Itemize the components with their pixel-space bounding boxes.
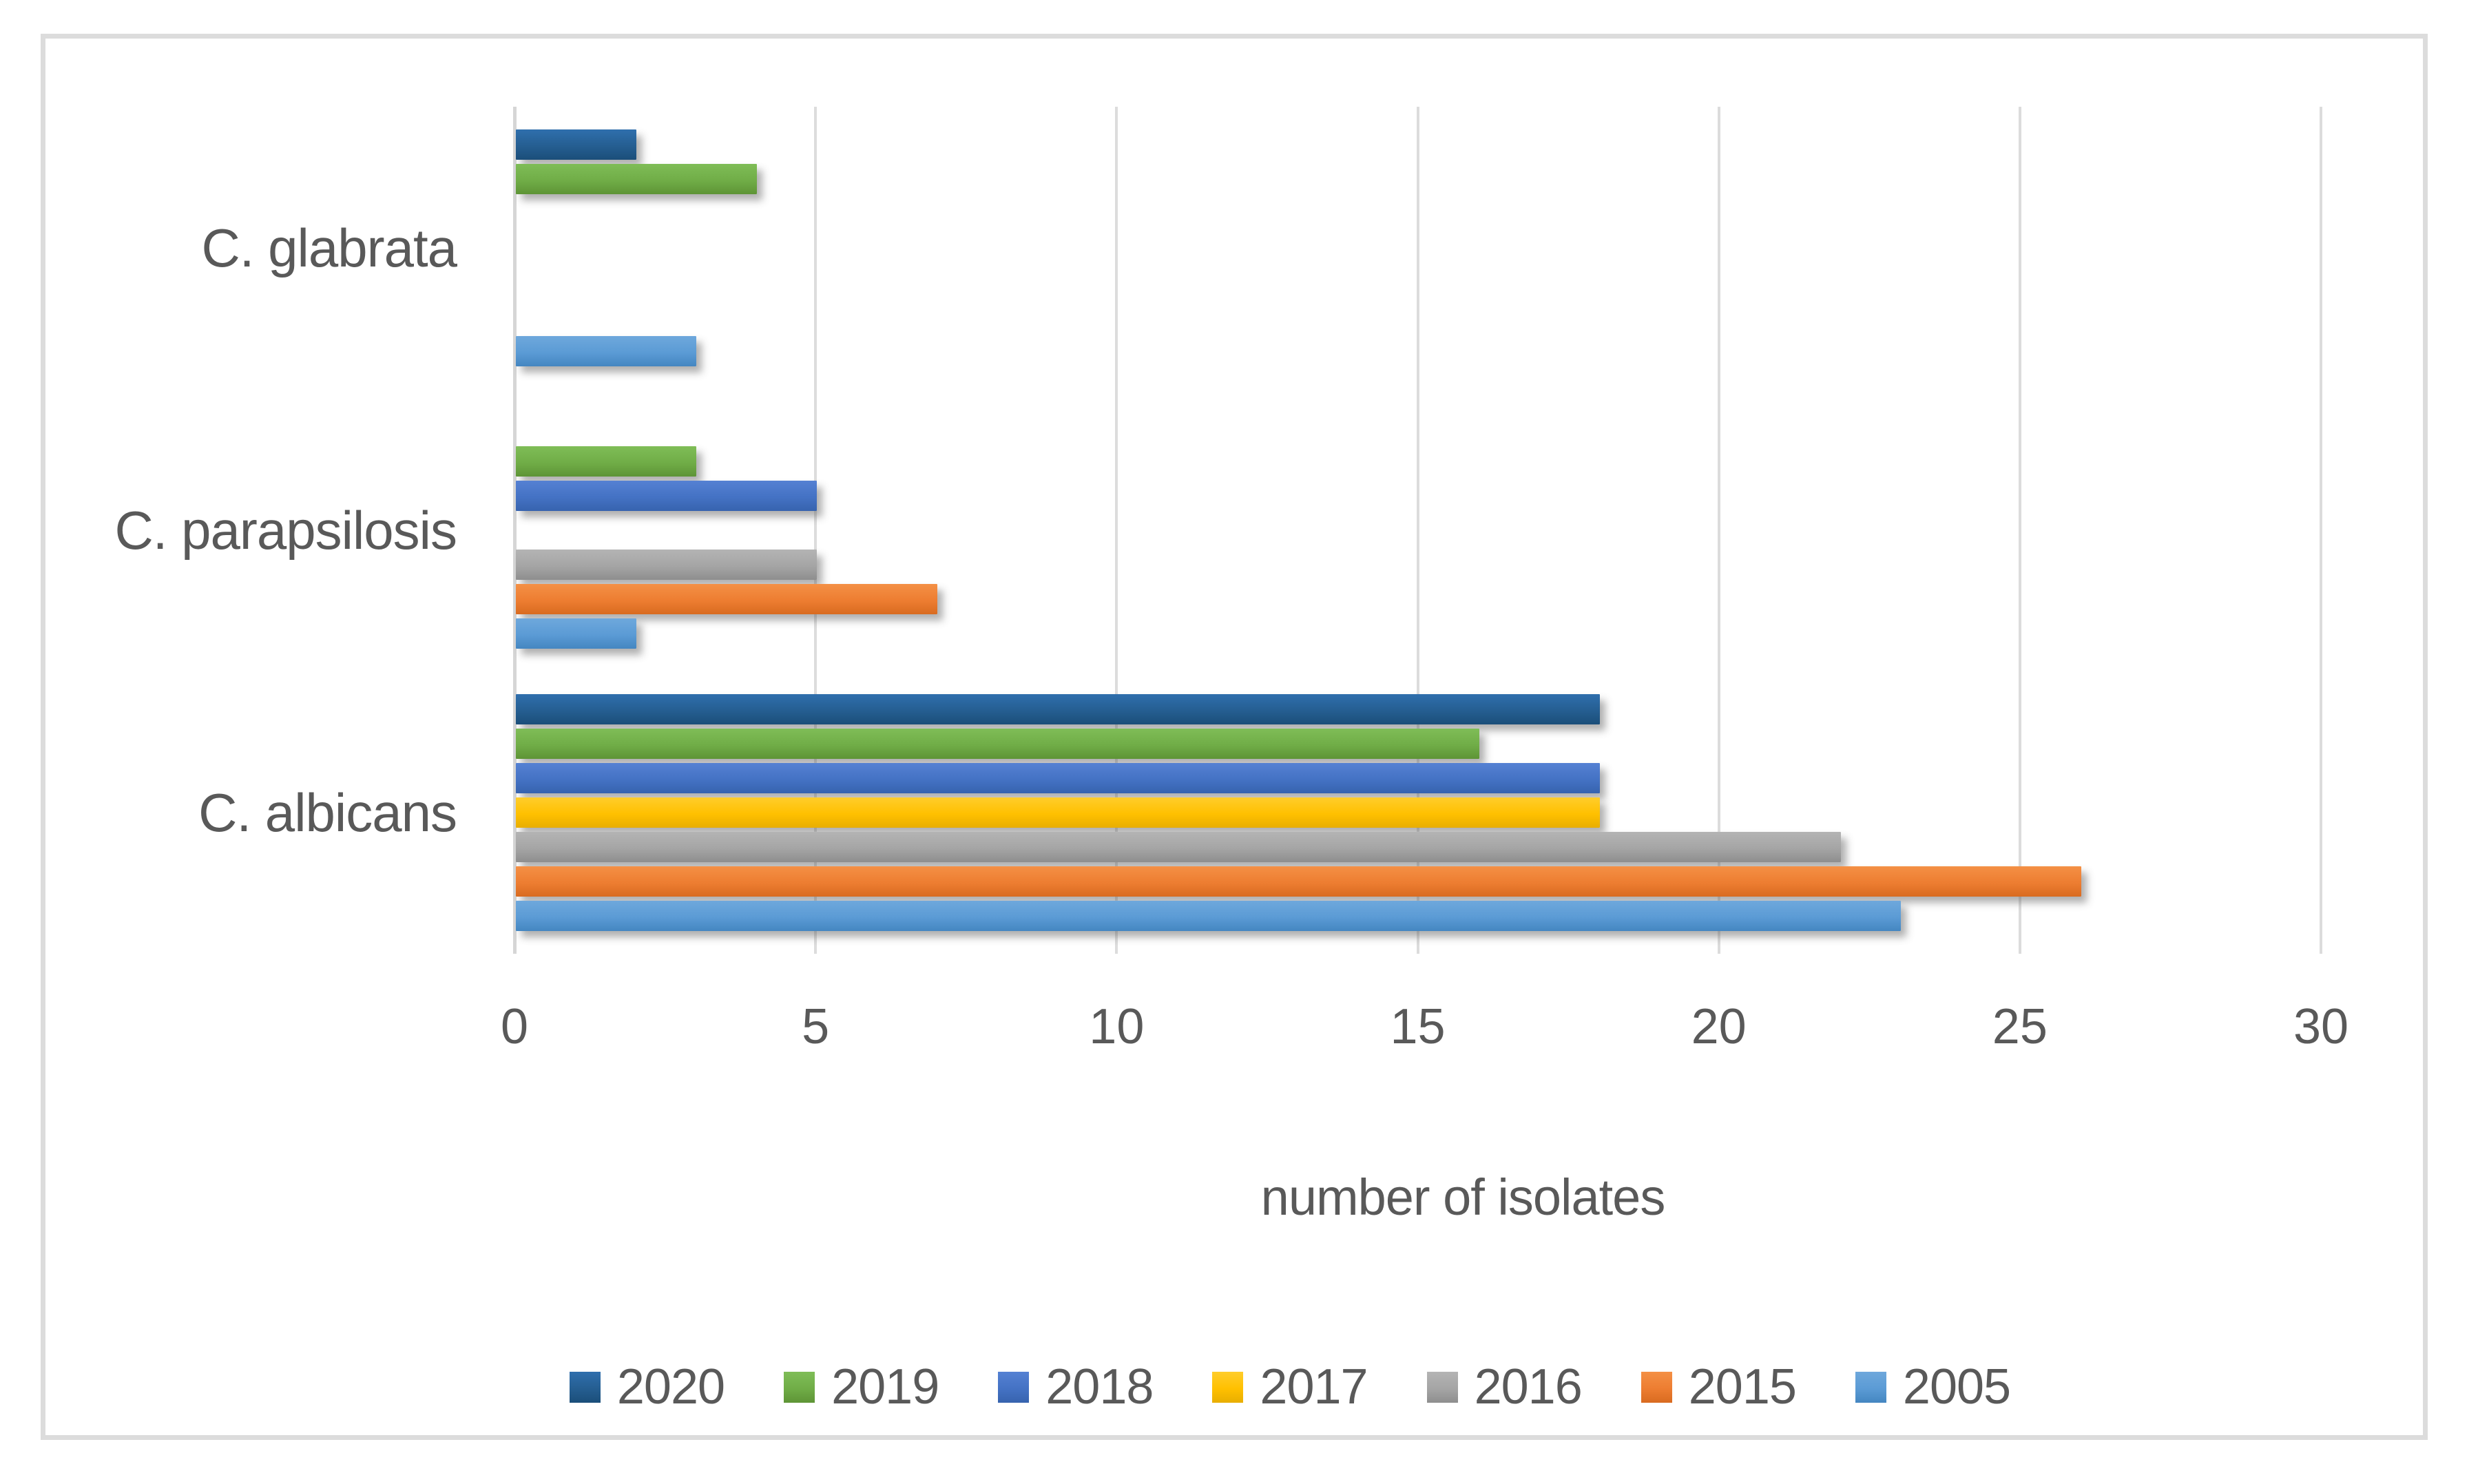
bar-c-glabrata-2020 bbox=[516, 129, 636, 160]
legend-label-2017: 2017 bbox=[1260, 1359, 1368, 1414]
x-tick-label-30: 30 bbox=[2293, 999, 2349, 1054]
bar-c-parapsilosis-2019 bbox=[516, 446, 697, 477]
gridline-10 bbox=[1115, 107, 1118, 954]
legend-item-2015: 2015 bbox=[1641, 1359, 1797, 1414]
legend-label-2016: 2016 bbox=[1474, 1359, 1583, 1414]
legend-label-2020: 2020 bbox=[616, 1359, 725, 1414]
legend-swatch-2016 bbox=[1426, 1371, 1458, 1403]
x-tick-label-0: 0 bbox=[500, 999, 529, 1054]
bar-c-albicans-2018 bbox=[516, 763, 1600, 793]
bar-c-glabrata-2005 bbox=[516, 336, 697, 366]
legend-item-2019: 2019 bbox=[784, 1359, 939, 1414]
category-label-c-parapsilosis: C. parapsilosis bbox=[114, 500, 457, 561]
bar-c-glabrata-2019 bbox=[516, 164, 757, 194]
bar-c-parapsilosis-2015 bbox=[516, 584, 938, 614]
bar-c-parapsilosis-2016 bbox=[516, 550, 817, 580]
gridline-20 bbox=[1717, 107, 1720, 954]
x-tick-label-5: 5 bbox=[802, 999, 830, 1054]
bar-c-albicans-2015 bbox=[516, 866, 2082, 897]
bar-c-parapsilosis-2018 bbox=[516, 481, 817, 511]
legend-swatch-2017 bbox=[1212, 1371, 1244, 1403]
legend-label-2018: 2018 bbox=[1045, 1359, 1154, 1414]
bar-c-albicans-2017 bbox=[516, 797, 1600, 828]
legend-swatch-2018 bbox=[998, 1371, 1030, 1403]
legend-swatch-2020 bbox=[569, 1371, 601, 1403]
category-axis-line bbox=[513, 107, 517, 954]
legend-label-2015: 2015 bbox=[1688, 1359, 1797, 1414]
chart-frame: C. glabrata C. parapsilosis C. albicans 0 5… bbox=[41, 34, 2428, 1440]
gridline-15 bbox=[1416, 107, 1419, 954]
bar-c-albicans-2019 bbox=[516, 729, 1479, 759]
gridline-30 bbox=[2320, 107, 2322, 954]
bar-c-albicans-2016 bbox=[516, 832, 1841, 862]
x-tick-label-25: 25 bbox=[1992, 999, 2048, 1054]
legend-swatch-2019 bbox=[784, 1371, 815, 1403]
category-label-c-glabrata: C. glabrata bbox=[201, 218, 457, 278]
legend-item-2017: 2017 bbox=[1212, 1359, 1368, 1414]
legend-item-2016: 2016 bbox=[1426, 1359, 1583, 1414]
x-axis-title: number of isolates bbox=[1260, 1169, 1666, 1226]
legend: 2020 2019 2018 2017 2016 2015 2005 bbox=[45, 1359, 2489, 1414]
legend-item-2020: 2020 bbox=[569, 1359, 725, 1414]
gridline-5 bbox=[814, 107, 817, 954]
category-label-c-albicans: C. albicans bbox=[198, 782, 457, 843]
legend-label-2019: 2019 bbox=[831, 1359, 939, 1414]
bar-c-parapsilosis-2005 bbox=[516, 618, 636, 649]
legend-swatch-2005 bbox=[1855, 1371, 1886, 1403]
x-tick-label-20: 20 bbox=[1691, 999, 1747, 1054]
gridline-25 bbox=[2018, 107, 2021, 954]
legend-label-2005: 2005 bbox=[1902, 1359, 2011, 1414]
legend-swatch-2015 bbox=[1641, 1371, 1672, 1403]
legend-item-2005: 2005 bbox=[1855, 1359, 2011, 1414]
bar-c-albicans-2005 bbox=[516, 901, 1901, 931]
x-tick-label-15: 15 bbox=[1390, 999, 1446, 1054]
legend-item-2018: 2018 bbox=[998, 1359, 1154, 1414]
bar-c-albicans-2020 bbox=[516, 694, 1600, 724]
x-tick-label-10: 10 bbox=[1089, 999, 1145, 1054]
